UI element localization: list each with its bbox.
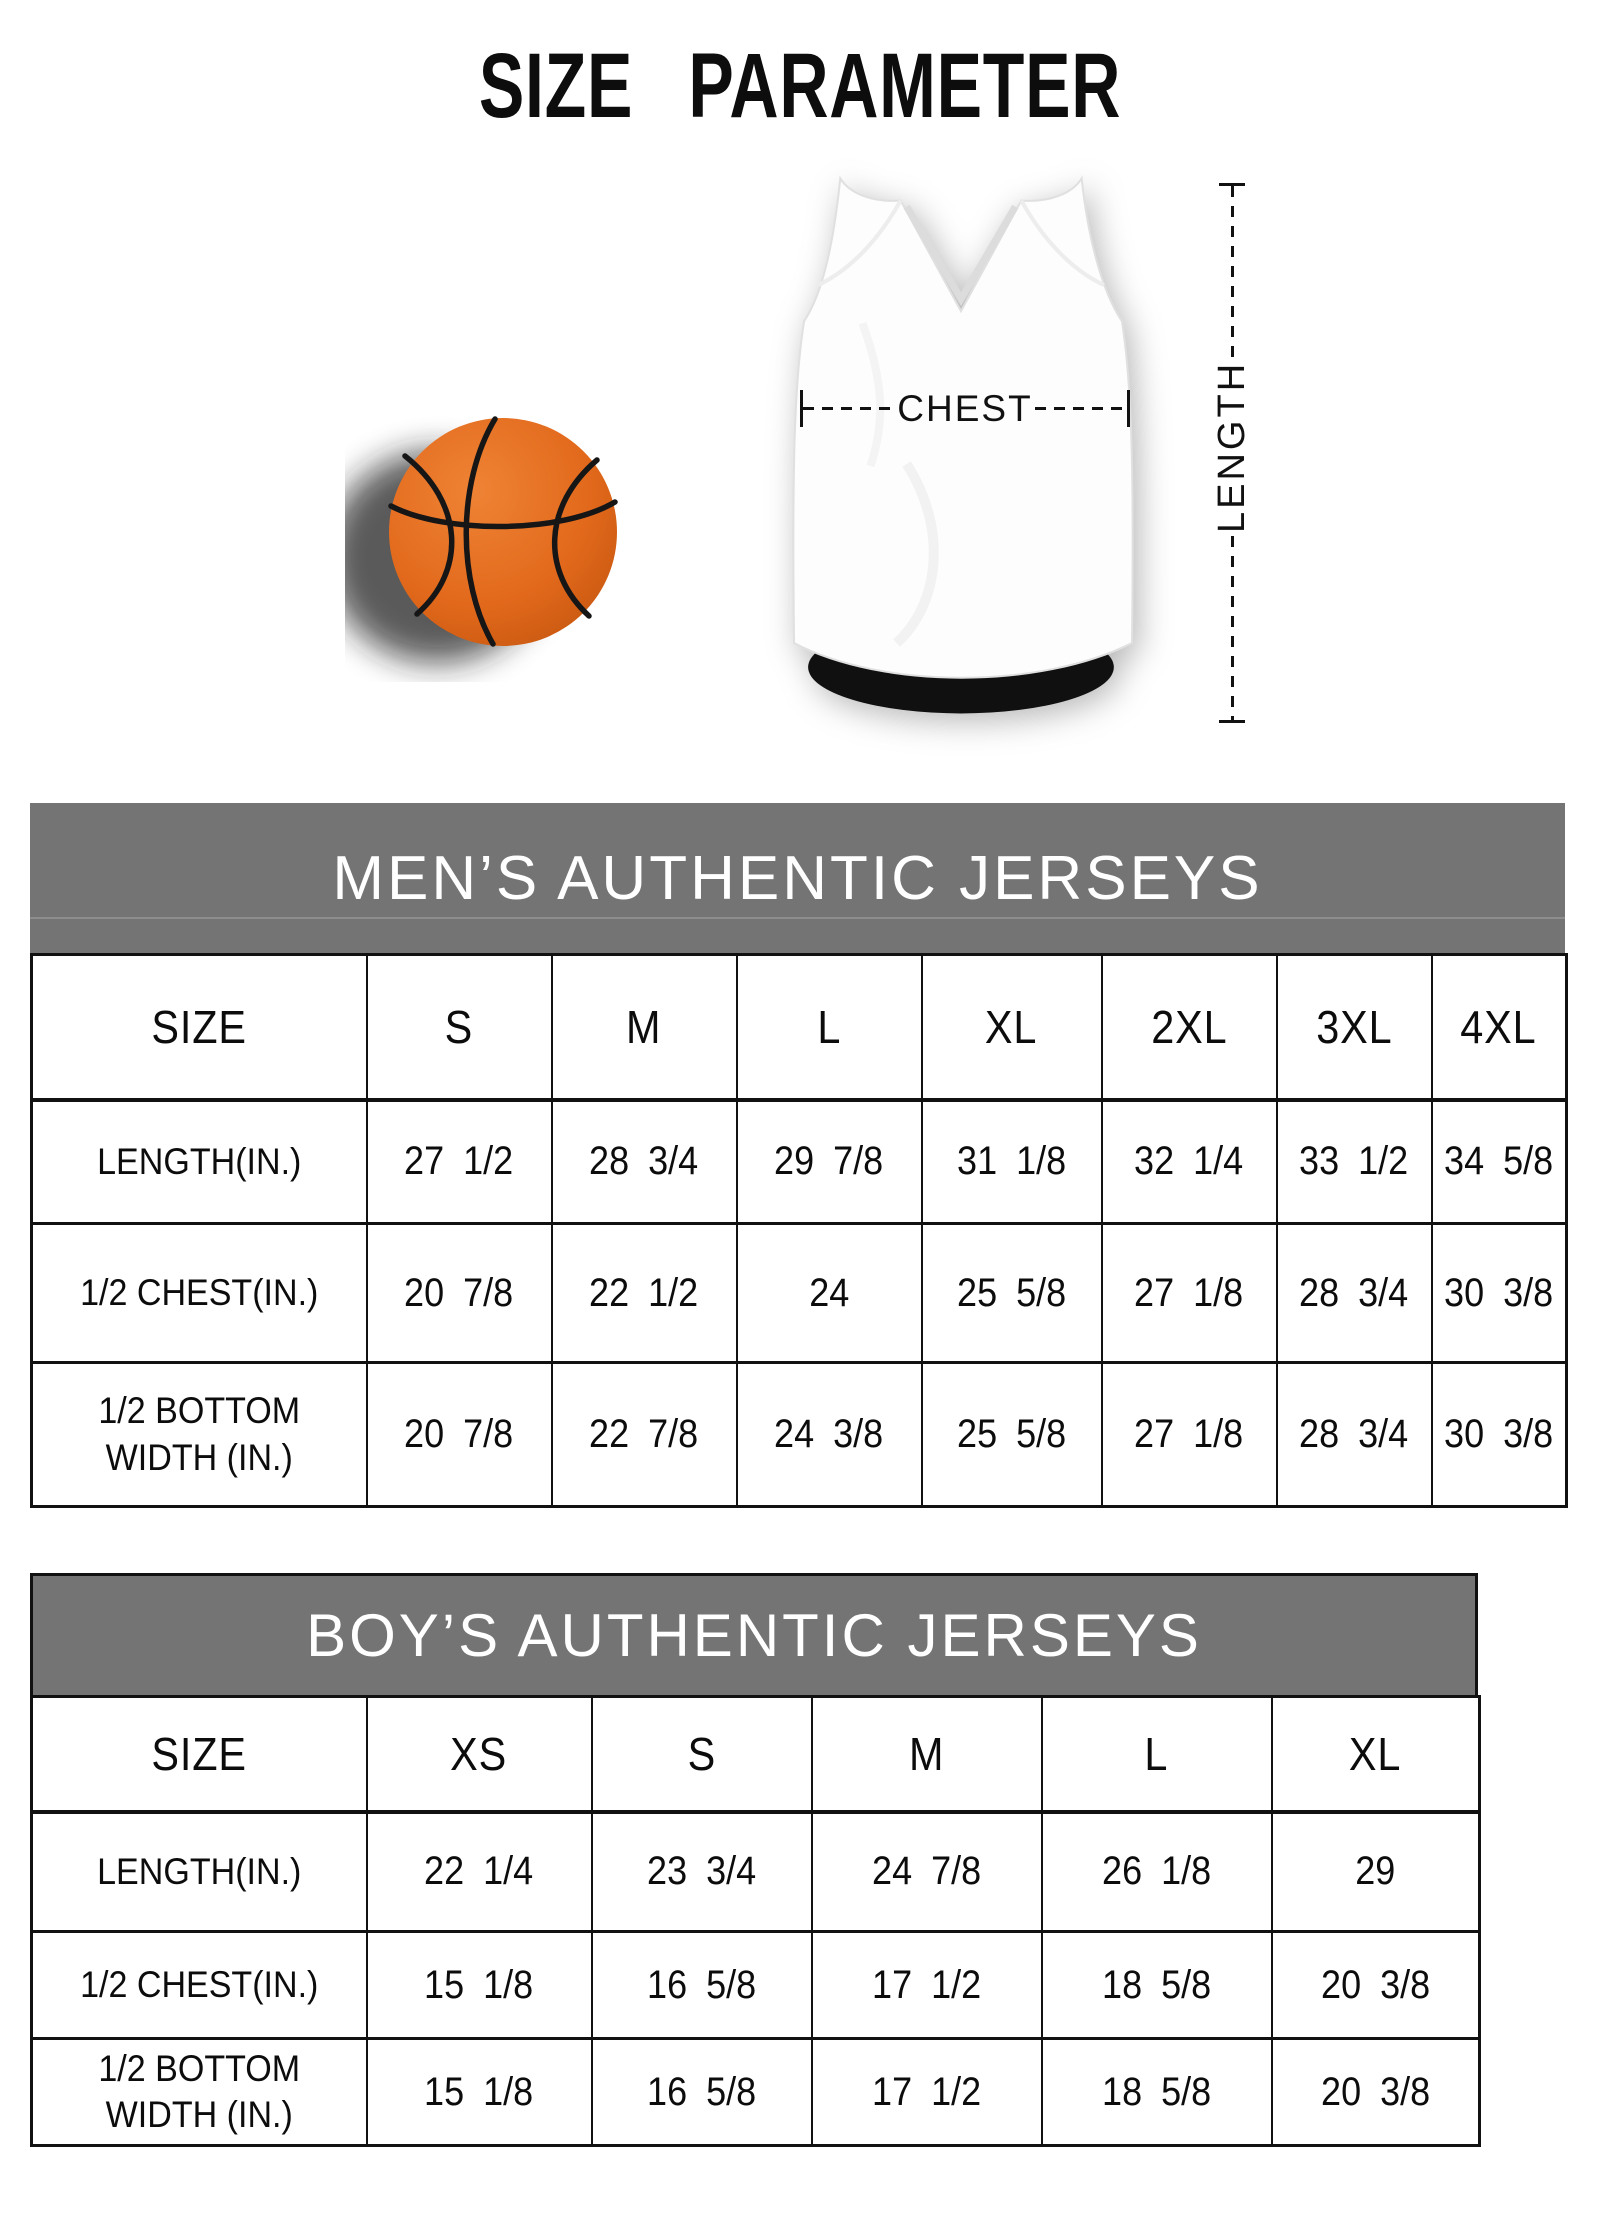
mens-col-header-xl: XL (920, 953, 1103, 1102)
size-value-cell: 20 3/8 (1270, 1930, 1481, 2040)
chest-measure-line: CHEST (800, 387, 1130, 429)
basketball-icon (345, 416, 618, 663)
mens-size-table: SIZE S M L XL 2XL 3XL 4XL LENGTH(IN.) 27… (30, 953, 1568, 1508)
size-value-cell: 22 1/4 (365, 1810, 593, 1933)
row-label-cell: 1/2 BOTTOM WIDTH (IN.) (30, 1361, 368, 1508)
row-label-cell: 1/2 CHEST(IN.) (30, 1222, 368, 1364)
size-value-cell: 20 7/8 (365, 1222, 553, 1364)
jersey-illustration (792, 175, 1134, 714)
size-value-cell: 27 1/2 (365, 1098, 553, 1225)
size-value-cell: 29 7/8 (735, 1098, 923, 1225)
size-value-cell: 30 3/8 (1430, 1361, 1568, 1508)
mens-length-row: LENGTH(IN.) 27 1/2 28 3/4 29 7/8 31 1/8 … (30, 1098, 1568, 1225)
mens-col-header-3xl: 3XL (1275, 953, 1433, 1102)
size-value-cell: 32 1/4 (1100, 1098, 1278, 1225)
mens-size-section: MEN’S AUTHENTIC JERSEYS SIZE S M L XL 2X… (30, 803, 1568, 1508)
size-value-cell: 24 3/8 (735, 1361, 923, 1508)
size-value-cell: 24 (735, 1222, 923, 1364)
size-value-cell: 18 5/8 (1040, 1930, 1273, 2040)
size-value-cell: 25 5/8 (920, 1222, 1103, 1364)
boys-col-header-xs: XS (365, 1695, 593, 1814)
boys-header-row: SIZE XS S M L XL (30, 1695, 1481, 1814)
mens-table-title-bar: MEN’S AUTHENTIC JERSEYS (30, 803, 1565, 953)
boys-col-header-xl: XL (1270, 1695, 1481, 1814)
mens-half-chest-row: 1/2 CHEST(IN.) 20 7/8 22 1/2 24 25 5/8 2… (30, 1222, 1568, 1364)
length-label: LENGTH (1210, 360, 1253, 534)
size-value-cell: 22 7/8 (550, 1361, 738, 1508)
mens-col-header-2xl: 2XL (1100, 953, 1278, 1102)
size-value-cell: 28 3/4 (550, 1098, 738, 1225)
length-tick-bottom (1219, 720, 1245, 723)
mens-half-bottom-width-row: 1/2 BOTTOM WIDTH (IN.) 20 7/8 22 7/8 24 3… (30, 1361, 1568, 1508)
mens-col-header-m: M (550, 953, 738, 1102)
boys-table-title-bar: BOY’S AUTHENTIC JERSEYS (30, 1573, 1478, 1695)
size-value-cell: 33 1/2 (1275, 1098, 1433, 1225)
size-value-cell: 18 5/8 (1040, 2037, 1273, 2147)
chest-tick-left (800, 390, 803, 427)
size-value-cell: 16 5/8 (590, 1930, 813, 2040)
boys-length-row: LENGTH(IN.) 22 1/4 23 3/4 24 7/8 26 1/8 … (30, 1810, 1481, 1933)
mens-col-header-l: L (735, 953, 923, 1102)
mens-col-header-s: S (365, 953, 553, 1102)
mens-header-row: SIZE S M L XL 2XL 3XL 4XL (30, 953, 1568, 1102)
boys-size-table: SIZE XS S M L XL LENGTH(IN.) 22 1/4 23 3… (30, 1695, 1481, 2147)
length-dashed-line (1230, 186, 1234, 358)
boys-half-chest-row: 1/2 CHEST(IN.) 15 1/8 16 5/8 17 1/2 18 5… (30, 1930, 1481, 2040)
page-title: SIZE PARAMETER (478, 35, 1122, 137)
size-value-cell: 16 5/8 (590, 2037, 813, 2147)
jersey-body (792, 175, 1134, 679)
size-value-cell: 34 5/8 (1430, 1098, 1568, 1225)
size-value-cell: 27 1/8 (1100, 1222, 1278, 1364)
size-value-cell: 22 1/2 (550, 1222, 738, 1364)
size-value-cell: 29 (1270, 1810, 1481, 1933)
boys-col-header-s: S (590, 1695, 813, 1814)
size-value-cell: 30 3/8 (1430, 1222, 1568, 1364)
size-value-cell: 20 7/8 (365, 1361, 553, 1508)
boys-col-header-m: M (810, 1695, 1043, 1814)
chest-dashed-line (1034, 407, 1127, 410)
boys-col-header-size: SIZE (30, 1695, 368, 1814)
size-value-cell: 25 5/8 (920, 1361, 1103, 1508)
size-value-cell: 31 1/8 (920, 1098, 1103, 1225)
size-value-cell: 26 1/8 (1040, 1810, 1273, 1933)
jersey-collar (903, 204, 1019, 307)
chest-label: CHEST (897, 387, 1033, 429)
row-label-cell: 1/2 BOTTOM WIDTH (IN.) (30, 2037, 368, 2147)
size-value-cell: 17 1/2 (810, 1930, 1043, 2040)
mens-table-title: MEN’S AUTHENTIC JERSEYS (332, 843, 1263, 913)
size-value-cell: 17 1/2 (810, 2037, 1043, 2147)
boys-half-bottom-width-row: 1/2 BOTTOM WIDTH (IN.) 15 1/8 16 5/8 17 1… (30, 2037, 1481, 2147)
size-value-cell: 28 3/4 (1275, 1361, 1433, 1508)
boys-size-section: BOY’S AUTHENTIC JERSEYS SIZE XS S M L XL… (30, 1573, 1481, 2147)
size-value-cell: 24 7/8 (810, 1810, 1043, 1933)
length-tick-top (1219, 183, 1245, 186)
size-value-cell: 15 1/8 (365, 2037, 593, 2147)
size-value-cell: 27 1/8 (1100, 1361, 1278, 1508)
row-label-cell: 1/2 CHEST(IN.) (30, 1930, 368, 2040)
boys-table-title: BOY’S AUTHENTIC JERSEYS (306, 1602, 1202, 1669)
size-value-cell: 28 3/4 (1275, 1222, 1433, 1364)
mens-col-header-4xl: 4XL (1430, 953, 1568, 1102)
chest-tick-right (1127, 390, 1130, 427)
length-dashed-line (1230, 536, 1234, 720)
row-label-cell: LENGTH(IN.) (30, 1810, 368, 1933)
size-value-cell: 20 3/8 (1270, 2037, 1481, 2147)
mens-col-header-size: SIZE (30, 953, 368, 1102)
chest-dashed-line (803, 407, 896, 410)
size-value-cell: 15 1/8 (365, 1930, 593, 2040)
row-label-cell: LENGTH(IN.) (30, 1098, 368, 1225)
boys-col-header-l: L (1040, 1695, 1273, 1814)
length-measure-line: LENGTH (1210, 183, 1253, 723)
size-value-cell: 23 3/4 (590, 1810, 813, 1933)
